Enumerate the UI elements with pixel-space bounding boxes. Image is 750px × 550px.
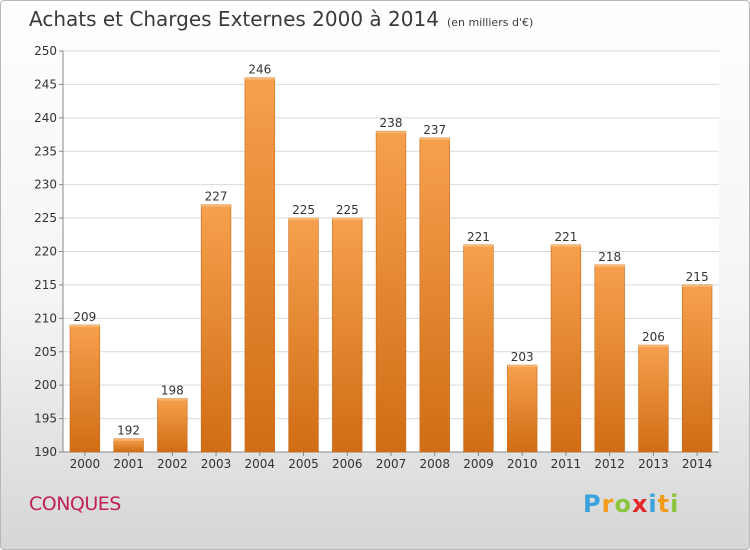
logo-letter: i bbox=[670, 490, 680, 518]
y-tick-label: 210 bbox=[34, 311, 57, 325]
y-tick-label: 225 bbox=[34, 211, 57, 225]
bar-2010 bbox=[507, 364, 538, 453]
data-label-2005: 225 bbox=[292, 203, 315, 217]
logo-letter: r bbox=[601, 490, 615, 518]
town-name: CONQUES bbox=[29, 493, 121, 515]
x-tick-label-2013: 2013 bbox=[638, 457, 669, 471]
x-tick-label-2003: 2003 bbox=[201, 457, 232, 471]
data-label-2004: 246 bbox=[248, 63, 271, 77]
bar-top-2010 bbox=[507, 365, 538, 368]
bar-2004 bbox=[244, 77, 275, 453]
y-tick-label: 235 bbox=[34, 144, 57, 158]
bar-top-2011 bbox=[551, 244, 581, 247]
bar-top-2013 bbox=[638, 345, 669, 348]
bar-top-2003 bbox=[201, 204, 231, 207]
bar-top-2006 bbox=[332, 218, 363, 221]
bar-2006 bbox=[332, 217, 363, 453]
bar-2003 bbox=[200, 204, 232, 453]
data-label-2006: 225 bbox=[336, 203, 359, 217]
proxiti-logo: Proxiti bbox=[583, 490, 679, 518]
x-tick-label-2007: 2007 bbox=[376, 457, 407, 471]
data-label-2011: 221 bbox=[554, 230, 577, 244]
data-label-2014: 215 bbox=[686, 270, 709, 284]
bar-top-2008 bbox=[419, 137, 450, 140]
bar-top-2005 bbox=[288, 218, 319, 221]
data-label-2001: 192 bbox=[117, 424, 140, 438]
y-tick-label: 245 bbox=[34, 77, 57, 91]
data-label-2010: 203 bbox=[511, 350, 534, 364]
x-tick-label-2004: 2004 bbox=[245, 457, 276, 471]
label-layer: 190 195 200 205 210 215 220 225 230 235 240 245 250 2… bbox=[34, 44, 712, 471]
x-tick-label-2010: 2010 bbox=[507, 457, 538, 471]
bar-2014 bbox=[681, 284, 713, 453]
x-tick-label-2011: 2011 bbox=[551, 457, 582, 471]
data-label-2002: 198 bbox=[161, 384, 184, 398]
chart-subtitle: (en milliers d'€) bbox=[446, 16, 534, 29]
bar-top-2002 bbox=[157, 398, 188, 401]
bar-2002 bbox=[157, 398, 188, 453]
logo-letter: P bbox=[583, 490, 602, 518]
x-tick-label-2014: 2014 bbox=[682, 457, 713, 471]
data-label-2013: 206 bbox=[642, 330, 665, 344]
data-label-2003: 227 bbox=[205, 190, 228, 204]
data-label-2008: 237 bbox=[423, 123, 446, 137]
bar-2012 bbox=[594, 264, 625, 453]
y-tick-label: 240 bbox=[34, 111, 57, 125]
data-label-2012: 218 bbox=[598, 250, 621, 264]
bar-top-2001 bbox=[113, 438, 144, 441]
data-label-2000: 209 bbox=[73, 310, 96, 324]
y-tick-label: 195 bbox=[34, 412, 57, 426]
bar-2008 bbox=[419, 137, 450, 453]
x-tick-label-2000: 2000 bbox=[70, 457, 101, 471]
bar-top-2007 bbox=[376, 131, 406, 134]
y-tick-label: 205 bbox=[34, 345, 57, 359]
x-tick-label-2009: 2009 bbox=[463, 457, 494, 471]
bar-top-2000 bbox=[69, 325, 100, 328]
data-label-2007: 238 bbox=[380, 116, 403, 130]
x-tick-label-2002: 2002 bbox=[157, 457, 188, 471]
logo-letter: t bbox=[657, 490, 671, 518]
bar-2011 bbox=[550, 244, 582, 453]
bar-top-2004 bbox=[244, 77, 275, 80]
data-label-2009: 221 bbox=[467, 230, 490, 244]
bar-top-2009 bbox=[463, 244, 494, 247]
x-tick-label-2012: 2012 bbox=[594, 457, 625, 471]
y-tick-label: 190 bbox=[34, 445, 57, 459]
x-tick-label-2006: 2006 bbox=[332, 457, 363, 471]
y-tick-label: 220 bbox=[34, 245, 57, 259]
y-tick-label: 200 bbox=[34, 378, 57, 392]
y-tick-label: 230 bbox=[34, 178, 57, 192]
x-tick-label-2008: 2008 bbox=[419, 457, 450, 471]
bar-2007 bbox=[375, 130, 407, 453]
bar-2000 bbox=[69, 324, 101, 453]
x-tick-label-2001: 2001 bbox=[113, 457, 144, 471]
x-tick-label-2005: 2005 bbox=[288, 457, 319, 471]
logo-letter: o bbox=[614, 490, 632, 518]
y-tick-label: 215 bbox=[34, 278, 57, 292]
chart-title: Achats et Charges Externes 2000 à 2014 bbox=[29, 7, 439, 31]
chart-title-block: Achats et Charges Externes 2000 à 2014 (e… bbox=[29, 7, 533, 31]
bar-2013 bbox=[638, 344, 669, 453]
bar-2001 bbox=[113, 438, 144, 453]
logo-letter: x bbox=[631, 490, 649, 518]
y-tick-label: 250 bbox=[34, 44, 57, 58]
logo-letter: i bbox=[648, 490, 658, 518]
bar-2005 bbox=[288, 217, 319, 453]
bar-top-2012 bbox=[594, 264, 625, 267]
bar-top-2014 bbox=[682, 284, 713, 287]
bar-2009 bbox=[463, 244, 494, 453]
bar-layer bbox=[69, 77, 713, 453]
